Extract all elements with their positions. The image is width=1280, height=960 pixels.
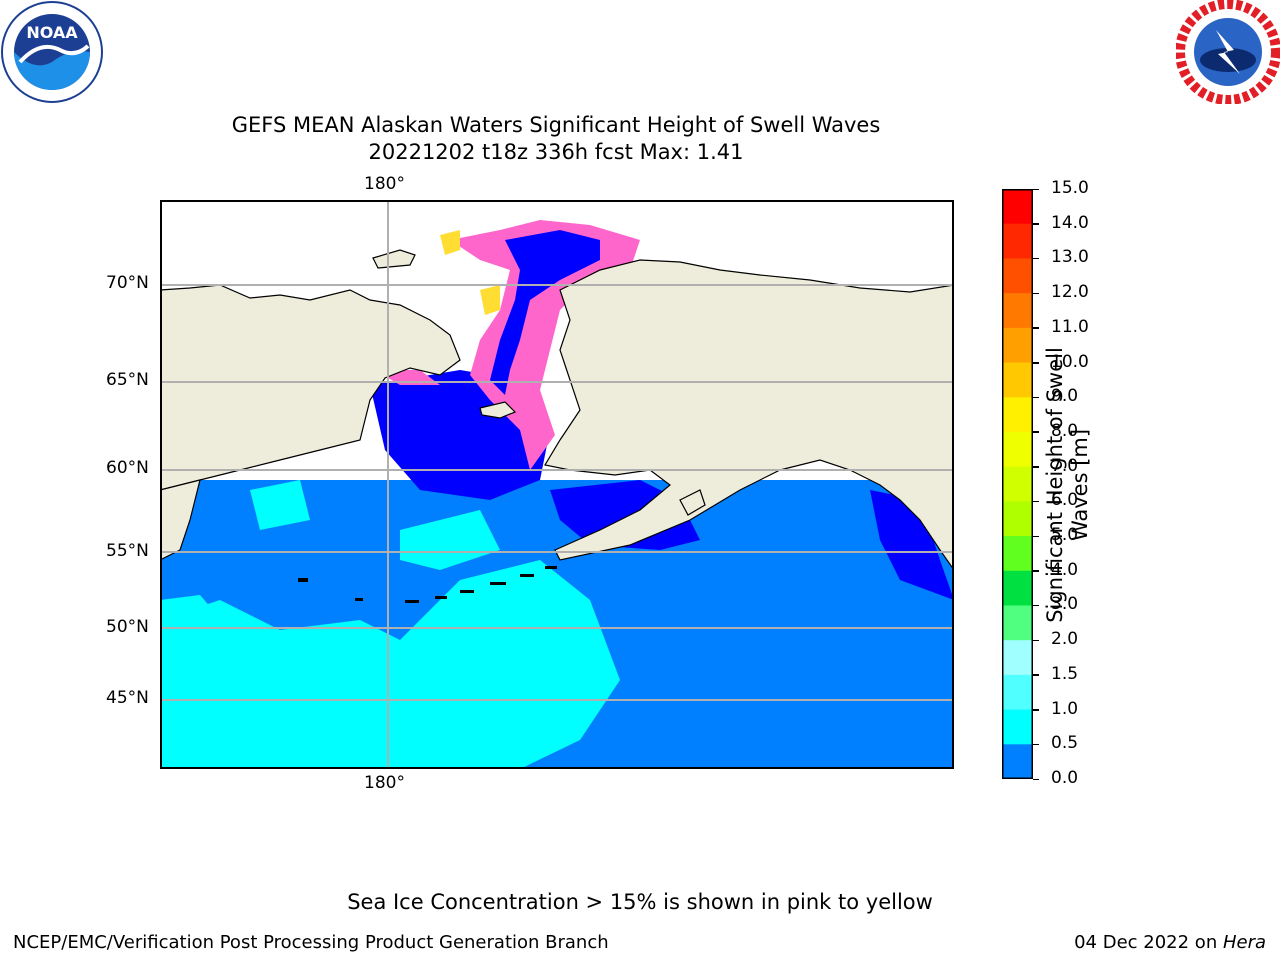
- colorbar-cell: [1002, 466, 1033, 502]
- higher-swell-south: [160, 560, 620, 769]
- colorbar-tick-label: 4.0: [1051, 559, 1079, 580]
- graticule: [160, 200, 954, 769]
- map-frame: [160, 200, 954, 769]
- colorbar-tick-label: 6.0: [1051, 490, 1079, 511]
- colorbar-cell: [1002, 189, 1033, 225]
- colorbar-tick-mark: [1033, 188, 1039, 190]
- lat-label-55: 55°N: [106, 541, 149, 561]
- chart-subtitle: 20221202 t18z 336h fcst Max: 1.41: [368, 140, 744, 164]
- colorbar-tick-mark: [1033, 570, 1039, 572]
- nws-logo: [1176, 0, 1280, 104]
- colorbar-tick-label: 8.0: [1051, 420, 1079, 441]
- footer-date: 04 Dec 2022 on Hera: [1074, 932, 1266, 953]
- land-kamchatka: [160, 479, 201, 561]
- lat-label-70: 70°N: [106, 273, 149, 293]
- colorbar-tick-label: 0.0: [1051, 768, 1079, 788]
- footer-branch: NCEP/EMC/Verification Post Processing Pr…: [13, 932, 609, 953]
- colorbar-tick-label: 14.0: [1051, 212, 1089, 233]
- colorbar-tick-label: 3.0: [1051, 594, 1079, 615]
- colorbar-tick-label: 0.5: [1051, 733, 1079, 754]
- colorbar-tick-mark: [1033, 639, 1039, 642]
- colorbar-cell: [1002, 223, 1033, 259]
- colorbar-tick-mark: [1033, 257, 1039, 260]
- colorbar-cell: [1002, 570, 1033, 606]
- colorbar-tick-label: 1.0: [1051, 698, 1079, 719]
- colorbar-cell: [1002, 709, 1033, 745]
- colorbar-tick-mark: [1033, 500, 1039, 503]
- lat-label-50: 50°N: [106, 617, 149, 637]
- colorbar-cell: [1002, 744, 1033, 779]
- colorbar-frame: [1002, 189, 1033, 779]
- land-alaska: [544, 259, 954, 572]
- colorbar-tick-label: 15.0: [1051, 178, 1089, 198]
- colorbar-tick-label: 13.0: [1051, 247, 1089, 268]
- colorbar-tick-mark: [1033, 604, 1039, 607]
- colorbar-tick-mark: [1033, 223, 1039, 225]
- colorbar-tick-label: 11.0: [1051, 316, 1089, 337]
- colorbar-tick-mark: [1033, 396, 1039, 399]
- colorbar-tick-label: 9.0: [1051, 386, 1079, 407]
- colorbar-cell: [1002, 605, 1033, 641]
- colorbar-tick-mark: [1033, 362, 1039, 364]
- colorbar-tick-label: 1.5: [1051, 663, 1079, 684]
- lon-label-bottom: 180°: [364, 773, 405, 793]
- colorbar-cell: [1002, 536, 1033, 572]
- sea-ice-yellow: [440, 230, 460, 255]
- colorbar-tick-mark: [1033, 431, 1039, 433]
- land-siberia: [160, 284, 461, 491]
- colorbar-cell: [1002, 674, 1033, 711]
- colorbar: [1002, 189, 1033, 779]
- gulf-low-swell: [870, 490, 954, 600]
- footer-date-text: 04 Dec 2022 on: [1074, 932, 1223, 953]
- colorbar-cell: [1002, 258, 1033, 294]
- colorbar-cell: [1002, 397, 1033, 433]
- colorbar-tick-mark: [1033, 327, 1039, 329]
- colorbar-tick-mark: [1033, 466, 1039, 468]
- footer-machine: Hera: [1222, 932, 1266, 953]
- lat-label-65: 65°N: [106, 370, 149, 390]
- colorbar-tick-mark: [1033, 674, 1039, 676]
- colorbar-tick-mark: [1033, 535, 1039, 538]
- colorbar-cell: [1002, 327, 1033, 364]
- lat-label-45: 45°N: [106, 688, 149, 708]
- colorbar-cell: [1002, 362, 1033, 398]
- aleutian-islands: [298, 566, 557, 603]
- colorbar-tick-label: 2.0: [1051, 629, 1079, 650]
- colorbar-cell: [1002, 431, 1033, 468]
- noaa-logo-text: NOAA: [26, 23, 78, 42]
- colorbar-tick-mark: [1033, 743, 1039, 746]
- noaa-logo: NOAA: [1, 1, 103, 103]
- land-wrangel-island: [372, 249, 416, 269]
- land-kodiak: [679, 489, 706, 516]
- colorbar-tick-label: 12.0: [1051, 282, 1089, 303]
- colorbar-label-line1: Significant Height of Swell: [1043, 347, 1067, 623]
- chart-title: GEFS MEAN Alaskan Waters Significant Hei…: [231, 113, 881, 137]
- swell-height-map: [160, 200, 954, 769]
- sea-ice-note: Sea Ice Concentration > 15% is shown in …: [347, 890, 933, 914]
- colorbar-cell: [1002, 501, 1033, 537]
- chukchi-open-water: [490, 230, 600, 395]
- colorbar-cell: [1002, 640, 1033, 676]
- colorbar-tick-label: 7.0: [1051, 455, 1079, 476]
- colorbar-tick-mark: [1033, 709, 1039, 711]
- colorbar-tick-label: 5.0: [1051, 525, 1079, 546]
- lon-label-top: 180°: [364, 174, 405, 194]
- colorbar-tick-mark: [1033, 292, 1039, 295]
- land-st-lawrence-island: [479, 401, 517, 419]
- colorbar-cell: [1002, 293, 1033, 329]
- colorbar-tick-mark: [1033, 778, 1039, 780]
- lat-label-60: 60°N: [106, 458, 149, 478]
- colorbar-label-line2: Waves [m]: [1068, 428, 1092, 542]
- colorbar-tick-label: 10.0: [1051, 351, 1089, 372]
